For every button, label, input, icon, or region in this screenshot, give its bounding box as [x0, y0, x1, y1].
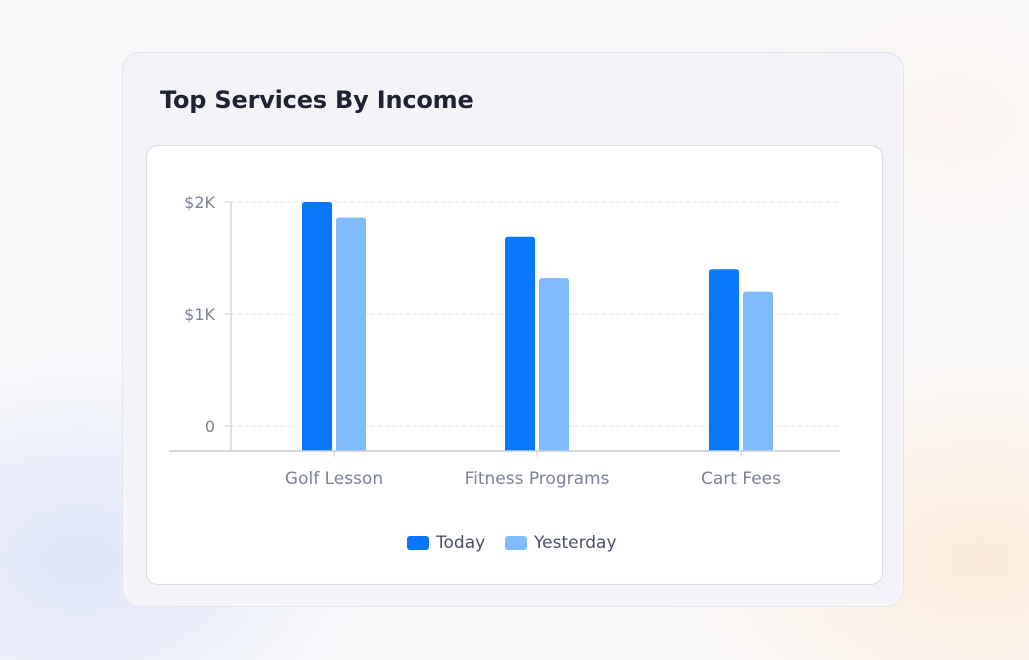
bar-chart: $2K $1K 0 Golf Lesson Fitness Programs Cart F…: [169, 193, 840, 553]
legend-today-label: Today: [435, 533, 485, 553]
legend-today-swatch: [407, 536, 429, 550]
bar-yesterday-golf-lesson: [336, 217, 366, 451]
legend-yesterday-label: Yesterday: [533, 533, 617, 553]
card-title: Top Services By Income: [160, 86, 474, 114]
bar-today-cart-fees: [709, 269, 739, 451]
x-category-label: Fitness Programs: [465, 469, 610, 489]
y-tick-label: 0: [205, 417, 215, 436]
y-tick-label: $1K: [184, 305, 215, 324]
x-category-label: Cart Fees: [701, 469, 781, 489]
bar-yesterday-fitness-programs: [539, 278, 569, 451]
legend-yesterday-swatch: [505, 536, 527, 550]
bar-today-golf-lesson: [302, 202, 332, 451]
top-services-card: Top Services By Income $2K $1K 0 Golf Lesso…: [122, 52, 904, 607]
chart-panel: $2K $1K 0 Golf Lesson Fitness Programs Cart F…: [146, 145, 883, 585]
bar-yesterday-cart-fees: [743, 291, 773, 451]
y-tick-label: $2K: [184, 193, 215, 212]
bar-today-fitness-programs: [505, 236, 535, 451]
x-category-label: Golf Lesson: [285, 469, 383, 489]
